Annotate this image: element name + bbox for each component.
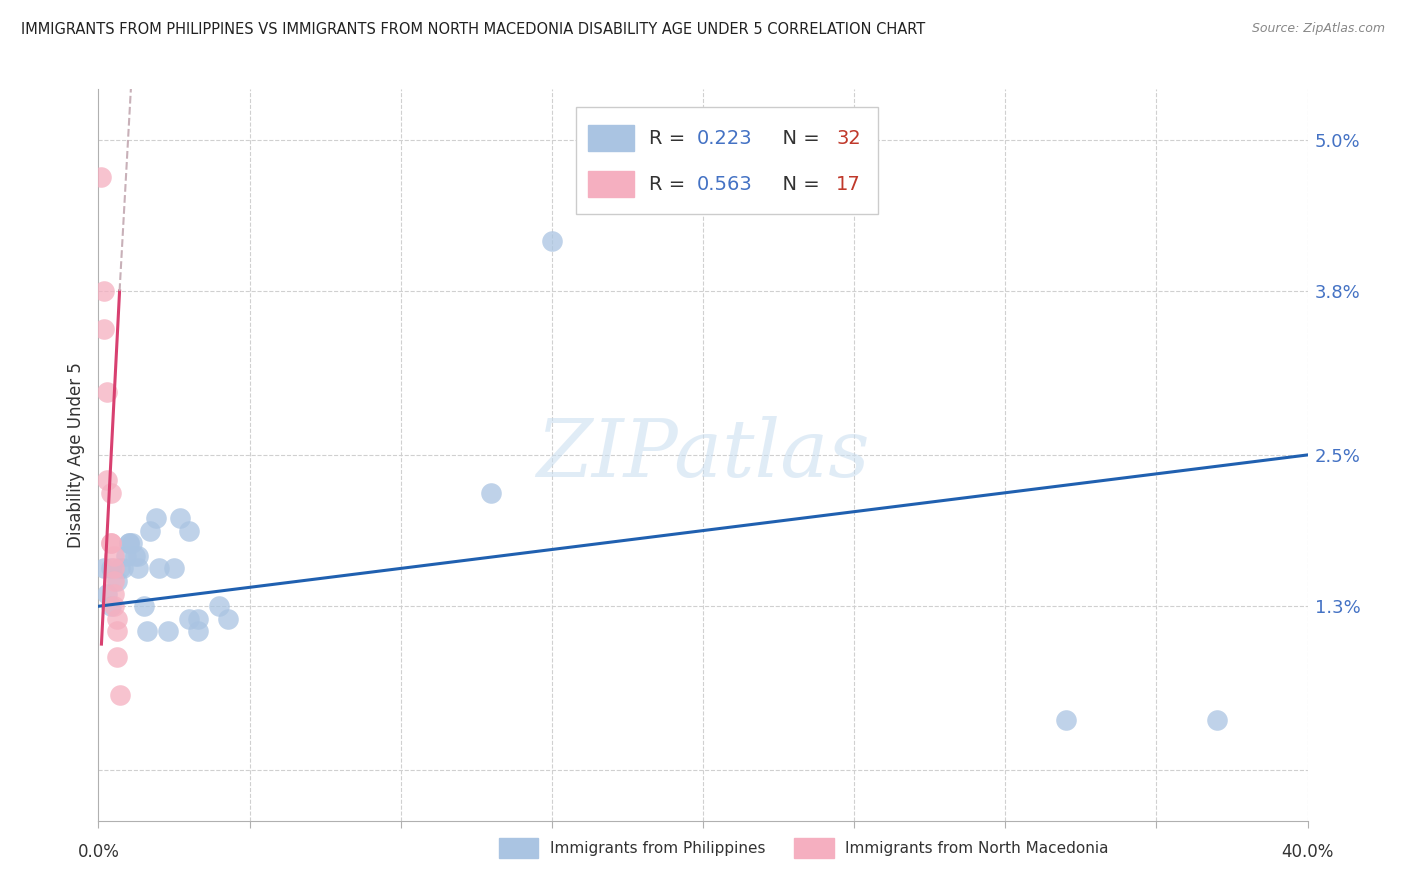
Point bbox=[111, 561, 134, 575]
Point bbox=[132, 599, 155, 614]
Point bbox=[187, 612, 209, 626]
Point bbox=[96, 473, 118, 487]
Point bbox=[103, 599, 125, 614]
Point bbox=[105, 612, 128, 626]
Point bbox=[692, 183, 714, 197]
Point bbox=[93, 561, 115, 575]
Point bbox=[179, 612, 201, 626]
Point bbox=[118, 536, 141, 550]
Text: 0.223: 0.223 bbox=[697, 128, 752, 148]
Text: IMMIGRANTS FROM PHILIPPINES VS IMMIGRANTS FROM NORTH MACEDONIA DISABILITY AGE UN: IMMIGRANTS FROM PHILIPPINES VS IMMIGRANT… bbox=[21, 22, 925, 37]
Point bbox=[187, 624, 209, 639]
Point bbox=[103, 561, 125, 575]
Point bbox=[135, 624, 157, 639]
Point bbox=[93, 322, 115, 336]
Point bbox=[93, 284, 115, 298]
Point bbox=[103, 587, 125, 601]
Point bbox=[1054, 713, 1077, 727]
Point bbox=[108, 688, 131, 702]
Text: 0.563: 0.563 bbox=[697, 175, 752, 194]
Text: 17: 17 bbox=[837, 175, 860, 194]
Bar bbox=[588, 126, 634, 151]
Point bbox=[156, 624, 179, 639]
Point bbox=[127, 549, 149, 563]
Point bbox=[100, 485, 122, 500]
Point bbox=[208, 599, 231, 614]
Bar bbox=[588, 171, 634, 197]
Point bbox=[105, 649, 128, 664]
Point bbox=[481, 485, 503, 500]
Text: Immigrants from Philippines: Immigrants from Philippines bbox=[550, 841, 765, 855]
Text: ZIPatlas: ZIPatlas bbox=[536, 417, 870, 493]
Point bbox=[100, 599, 122, 614]
Text: N =: N = bbox=[769, 128, 825, 148]
Point bbox=[90, 170, 112, 185]
FancyBboxPatch shape bbox=[576, 108, 879, 213]
Point bbox=[105, 574, 128, 588]
Point bbox=[118, 536, 141, 550]
Text: 40.0%: 40.0% bbox=[1281, 843, 1334, 861]
Point bbox=[108, 561, 131, 575]
Point bbox=[163, 561, 186, 575]
Point bbox=[127, 561, 149, 575]
Point bbox=[148, 561, 170, 575]
Text: Immigrants from North Macedonia: Immigrants from North Macedonia bbox=[845, 841, 1108, 855]
Point bbox=[103, 574, 125, 588]
Point bbox=[139, 524, 162, 538]
Point bbox=[100, 561, 122, 575]
Text: R =: R = bbox=[648, 175, 692, 194]
Text: 0.0%: 0.0% bbox=[77, 843, 120, 861]
Point bbox=[105, 624, 128, 639]
Point bbox=[124, 549, 146, 563]
Point bbox=[114, 549, 136, 563]
Text: 32: 32 bbox=[837, 128, 860, 148]
Point bbox=[540, 234, 562, 248]
Point bbox=[1206, 713, 1229, 727]
Point bbox=[179, 524, 201, 538]
Text: R =: R = bbox=[648, 128, 692, 148]
Point bbox=[217, 612, 239, 626]
Point bbox=[103, 549, 125, 563]
Point bbox=[96, 384, 118, 399]
Point bbox=[169, 511, 191, 525]
Text: N =: N = bbox=[769, 175, 825, 194]
Point bbox=[100, 536, 122, 550]
Point bbox=[145, 511, 167, 525]
Text: Source: ZipAtlas.com: Source: ZipAtlas.com bbox=[1251, 22, 1385, 36]
Point bbox=[96, 587, 118, 601]
Point bbox=[121, 536, 143, 550]
Y-axis label: Disability Age Under 5: Disability Age Under 5 bbox=[67, 362, 86, 548]
Point bbox=[100, 536, 122, 550]
